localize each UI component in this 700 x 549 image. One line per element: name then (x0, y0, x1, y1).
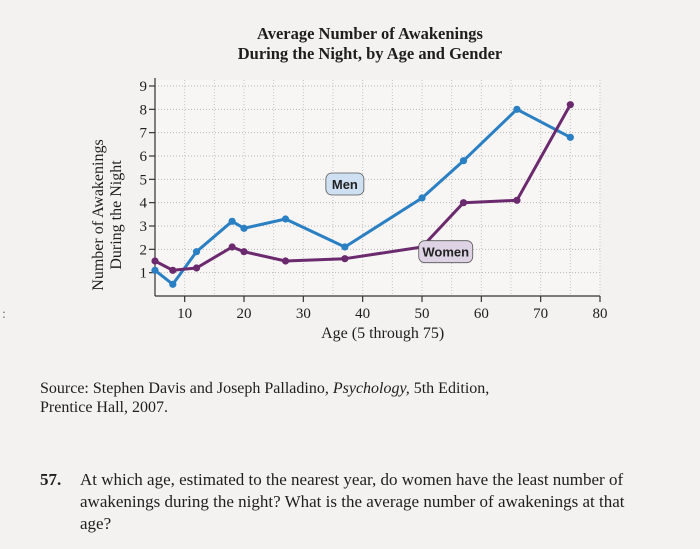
y-tick-label: 1 (140, 266, 148, 282)
y-tick-label: 3 (140, 219, 148, 235)
x-tick-label: 10 (177, 306, 192, 322)
data-point-women (341, 255, 349, 263)
source-book-title: Psychology, (332, 380, 410, 397)
chart-title-line-2: During the Night, by Age and Gender (237, 44, 503, 63)
tick-labels: 1 2 3 4 5 6 7 8 9 10 20 30 40 50 60 70 80 Age (5 through … (140, 79, 608, 342)
x-tick-label: 30 (296, 306, 311, 322)
annotation-box (325, 172, 365, 196)
x-axis-label: Age (5 through 75) (321, 325, 444, 342)
annotation-label: Women (422, 245, 469, 260)
x-tick-label: 50 (415, 306, 430, 322)
data-point-men (192, 248, 201, 256)
data-point-women (192, 264, 201, 272)
x-tick-label: 20 (237, 306, 252, 322)
y-tick-label: 7 (140, 126, 148, 142)
source-publisher: Prentice Hall, 2007. (40, 399, 168, 416)
source-prefix: Source: Stephen Davis and Joseph Palladi… (40, 380, 333, 397)
annotation-box (418, 240, 474, 264)
annotation-label: Men (332, 177, 358, 192)
data-point-men (151, 266, 159, 274)
source-suffix: 5th Edition, (409, 380, 490, 397)
data-point-men (566, 133, 574, 141)
data-point-men (281, 215, 290, 223)
series-men (151, 105, 574, 288)
y-tick-label: 8 (140, 102, 148, 118)
y-axis-label-line-1: Number of Awakenings (90, 139, 107, 291)
y-tick-label: 6 (140, 149, 148, 165)
data-point-men (240, 224, 248, 232)
annotation-men: Men (325, 172, 365, 196)
data-point-men (169, 280, 177, 288)
question-number: 57. (40, 470, 62, 489)
y-tick-label: 4 (140, 196, 148, 212)
x-tick-label: 70 (533, 306, 548, 322)
data-point-men (341, 243, 349, 251)
x-tick-label: 60 (474, 306, 489, 322)
series-layer (151, 101, 574, 288)
data-point-women (566, 101, 574, 109)
data-point-women (151, 257, 159, 265)
x-tick-label: 40 (355, 306, 370, 322)
question-block: 57. At which age, estimated to the neares… (40, 469, 650, 535)
chart-title: Average Number of Awakenings During the … (160, 24, 580, 64)
edge-mark: : (2, 307, 6, 322)
grid-lines (155, 80, 601, 296)
source-citation: Source: Stephen Davis and Joseph Palladi… (40, 379, 640, 417)
y-axis-label-line-2: During the Night (108, 160, 125, 270)
data-point-women (240, 248, 248, 256)
data-point-women (459, 199, 468, 207)
x-tick-label: 80 (593, 306, 608, 322)
chart-title-line-1: Average Number of Awakenings (257, 24, 483, 43)
data-point-men (459, 157, 468, 165)
data-point-men (513, 105, 521, 113)
annotations: Men Women (325, 172, 474, 264)
data-point-women (169, 266, 177, 274)
data-point-men (228, 217, 236, 225)
data-point-men (418, 194, 426, 202)
data-point-women (281, 257, 290, 265)
y-axis-label: Number of Awakenings During the Night (90, 139, 126, 290)
plot-background (155, 80, 600, 296)
y-tick-label: 9 (140, 79, 148, 95)
y-tick-label: 2 (140, 242, 148, 258)
question-text: At which age, estimated to the nearest y… (80, 470, 625, 533)
data-point-women (228, 243, 236, 251)
annotation-women: Women (418, 240, 474, 264)
data-point-women (513, 196, 521, 204)
y-tick-label: 5 (140, 172, 148, 188)
